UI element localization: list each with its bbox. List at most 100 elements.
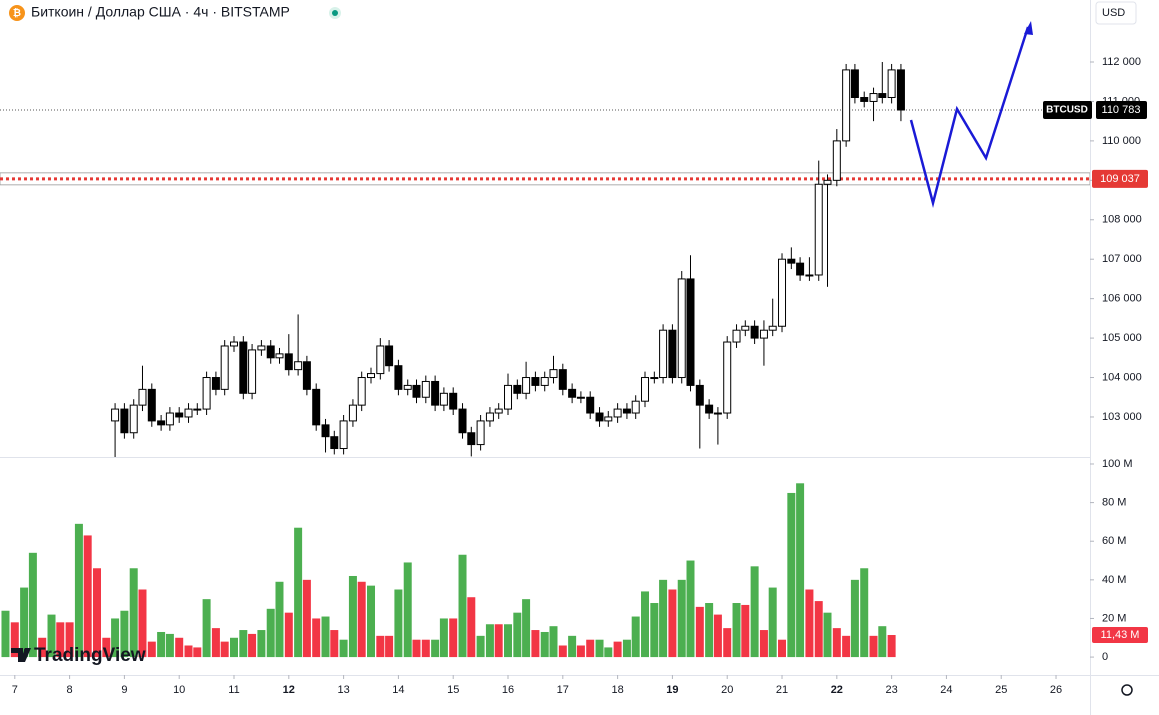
volume-bar	[613, 641, 622, 658]
candle-body	[230, 341, 239, 347]
volume-bar	[513, 612, 522, 658]
volume-bar	[741, 604, 750, 658]
candle-body	[284, 353, 293, 371]
volume-bar	[686, 560, 695, 658]
candle-body	[376, 345, 385, 375]
x-tick-label: 12	[283, 684, 295, 696]
volume-bar	[778, 639, 787, 658]
volume-bar	[302, 579, 311, 658]
logo-dot	[24, 648, 28, 652]
volume-bar	[878, 626, 887, 658]
currency-label: USD	[1102, 7, 1125, 19]
volume-bar	[56, 622, 65, 658]
volume-bar	[321, 616, 330, 658]
forecast-arrowhead	[1024, 21, 1033, 35]
volume-bar	[47, 614, 56, 658]
volume-bar	[147, 641, 156, 658]
candle-body	[805, 274, 814, 277]
y-tick-label: 112 000	[1102, 56, 1141, 68]
candle-body	[641, 377, 650, 402]
candle-body	[896, 69, 905, 111]
volume-bar	[522, 599, 531, 658]
volume-bar	[376, 635, 385, 658]
y-tick-label: 107 000	[1102, 253, 1142, 265]
volume-bar	[1, 610, 10, 658]
volume-bar	[357, 581, 366, 658]
candle-body	[622, 408, 631, 414]
x-tick-label: 7	[12, 684, 18, 696]
last-price-tag	[1096, 101, 1147, 120]
volume-tick-label: 0	[1102, 651, 1108, 663]
candle-body	[449, 392, 458, 410]
market-status-dot	[332, 10, 338, 16]
candle-body	[695, 384, 704, 406]
candle-body	[302, 361, 311, 390]
candle-body	[522, 377, 531, 394]
volume-bar	[421, 639, 430, 658]
volume-pane	[1, 483, 896, 658]
candle-body	[759, 329, 768, 339]
candle-body	[869, 93, 878, 102]
bitcoin-glyph: ₿	[13, 7, 21, 19]
x-tick-label: 25	[995, 684, 1007, 696]
candle-body	[513, 384, 522, 394]
x-tick-label: 18	[611, 684, 623, 696]
x-tick-label: 8	[67, 684, 73, 696]
logo-text: TradingView	[34, 645, 146, 666]
volume-tick-label: 60 M	[1102, 535, 1126, 547]
volume-bar	[92, 568, 101, 658]
candle-body	[823, 179, 832, 185]
bitcoin-icon	[9, 5, 25, 21]
volume-bar	[604, 647, 613, 658]
volume-bar	[850, 579, 859, 658]
last-price-label: 110 783	[1102, 104, 1141, 116]
x-tick-label: 13	[337, 684, 349, 696]
volume-bar	[230, 637, 239, 658]
candle-body	[741, 325, 750, 331]
volume-bar	[759, 630, 768, 658]
volume-bar	[467, 597, 476, 658]
candle-body	[476, 420, 485, 446]
candle-body	[832, 140, 841, 181]
volume-bar	[175, 637, 184, 658]
candle-body	[385, 345, 394, 367]
volume-bar	[20, 587, 29, 658]
volume-bar	[540, 631, 549, 658]
volume-bar	[787, 492, 796, 658]
tradingview-logo: TradingView	[11, 645, 146, 666]
candle-body	[558, 369, 567, 390]
volume-bar	[842, 635, 851, 658]
candle-body	[576, 396, 585, 399]
candle-body	[677, 278, 686, 379]
x-tick-label: 17	[557, 684, 569, 696]
x-tick-label: 21	[776, 684, 788, 696]
y-tick-label: 108 000	[1102, 214, 1142, 226]
volume-bar	[211, 628, 220, 658]
candle-body	[750, 325, 759, 339]
candle-body	[394, 365, 403, 390]
volume-bar	[814, 601, 823, 658]
volume-bar	[887, 635, 896, 658]
volume-bar	[823, 612, 832, 658]
x-tick-label: 15	[447, 684, 459, 696]
candle-body	[294, 361, 303, 371]
x-tick-label: 11	[228, 684, 239, 696]
x-tick-label: 10	[173, 684, 185, 696]
volume-tick-label: 100 M	[1102, 458, 1133, 470]
symbol-tag	[1043, 101, 1092, 120]
volume-tick-label: 40 M	[1102, 574, 1126, 586]
candle-body	[604, 416, 613, 422]
volume-bar	[339, 639, 348, 658]
candle-body	[778, 258, 787, 327]
volume-bar	[38, 637, 47, 658]
volume-last-label: 11,43 M	[1101, 629, 1140, 641]
candle-body	[504, 384, 513, 410]
candle-body	[860, 96, 869, 102]
currency-button[interactable]	[1095, 1, 1137, 25]
settings-button[interactable]	[1121, 684, 1133, 696]
candle-body	[175, 412, 184, 418]
candle-body	[796, 262, 805, 276]
volume-bar	[439, 618, 448, 658]
x-tick-label: 16	[502, 684, 514, 696]
y-tick-label: 106 000	[1102, 293, 1142, 305]
